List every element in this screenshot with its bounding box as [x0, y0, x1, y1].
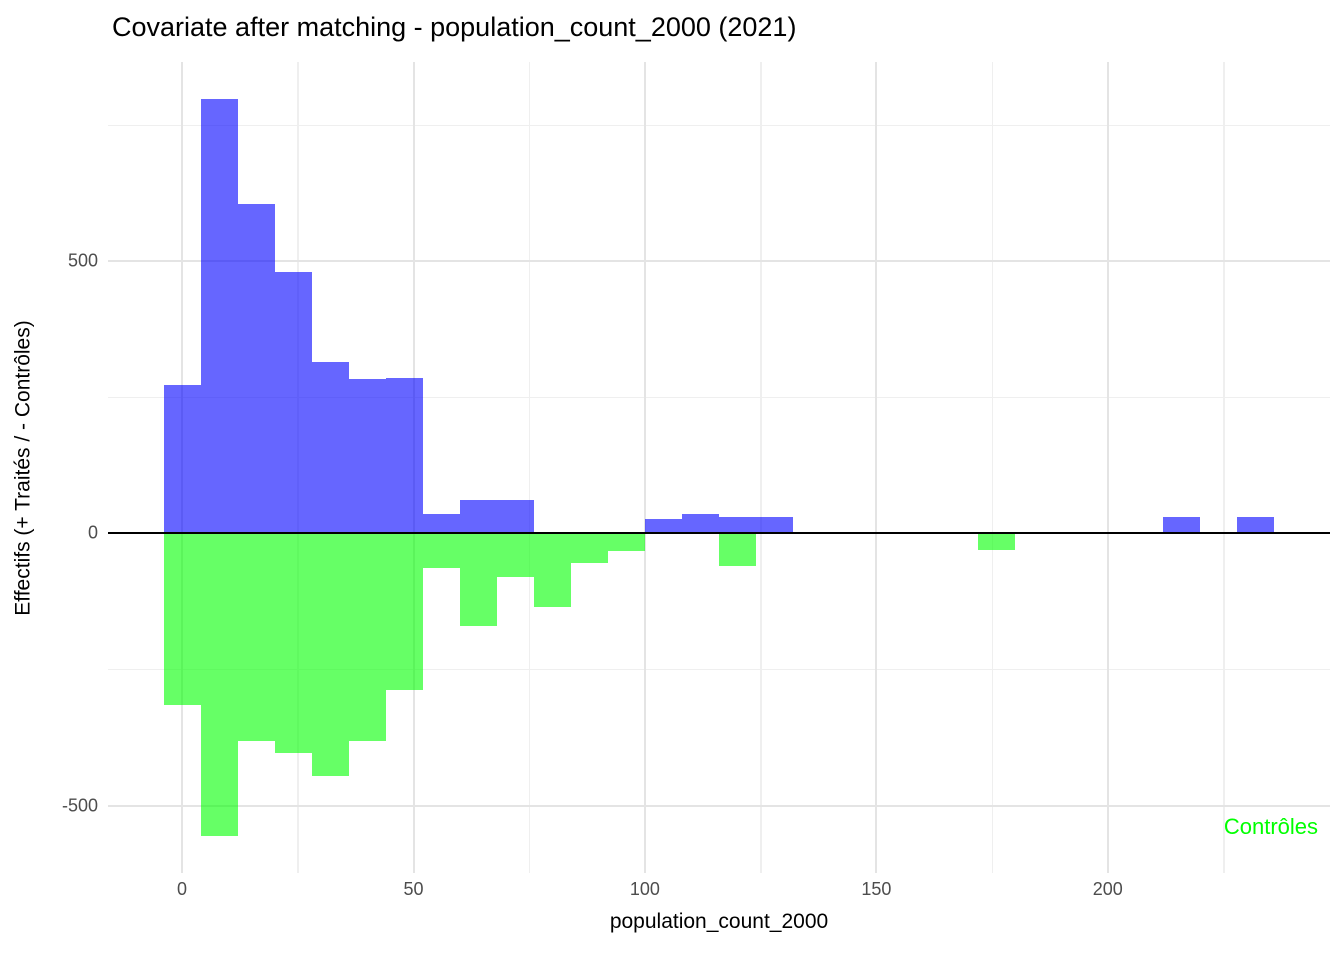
bar-controls [459, 533, 497, 626]
x-axis-label: population_count_2000 [609, 910, 829, 933]
bar-controls [496, 533, 534, 578]
bar-controls [274, 533, 312, 753]
y-tick-label: 500 [67, 250, 98, 271]
bar-treated [681, 514, 719, 534]
bar-controls [978, 533, 1016, 551]
gridline-x-minor [760, 62, 762, 873]
controls-annotation: Contrôles [1223, 814, 1318, 839]
bar-controls [719, 533, 757, 567]
gridline-y-minor [108, 668, 1330, 671]
x-tick-label: 100 [629, 879, 660, 899]
bar-controls [422, 533, 460, 568]
gridline-y-major [108, 804, 1330, 807]
y-axis-label: Effectifs (+ Traités / - Contrôles) [12, 319, 35, 616]
gridline-y-major [108, 260, 1330, 263]
y-tick-label: -500 [61, 795, 98, 815]
bar-treated [348, 379, 386, 534]
x-tick-label: 50 [403, 879, 424, 899]
bar-controls [385, 533, 423, 690]
bar-treated [459, 500, 497, 534]
x-tick-label: 200 [1092, 879, 1123, 899]
bar-treated [1237, 517, 1275, 534]
x-tick-label: 0 [177, 879, 188, 899]
bar-controls [570, 533, 608, 564]
bar-treated [422, 513, 460, 534]
y-axis-label-strip: Effectifs (+ Traités / - Contrôles) [0, 62, 48, 873]
bar-treated [644, 518, 682, 534]
bar-treated [200, 99, 238, 534]
bar-treated [237, 204, 275, 534]
bar-treated [274, 272, 312, 534]
bar-controls [163, 533, 201, 706]
plot-panel: Contrôles [108, 62, 1330, 873]
gridline-x-major [875, 62, 878, 873]
bar-treated [756, 517, 794, 534]
y-tick-label: 0 [87, 522, 98, 543]
gridline-x-major [1106, 62, 1109, 873]
bar-controls [200, 533, 238, 836]
bar-treated [163, 385, 201, 534]
x-tick-label: 150 [861, 879, 892, 899]
bar-controls [348, 533, 386, 741]
gridline-x-minor [1223, 62, 1225, 873]
bar-treated [1163, 517, 1201, 534]
bar-controls [533, 533, 571, 607]
gridline-y-minor [108, 124, 1330, 127]
bar-treated [496, 500, 534, 534]
gridline-x-major [643, 62, 646, 873]
bar-treated [311, 361, 349, 534]
bar-controls [607, 533, 645, 551]
gridline-x-minor [991, 62, 994, 873]
chart-title: Covariate after matching - population_co… [112, 12, 797, 42]
bar-treated [719, 517, 757, 534]
gridline-y-minor [108, 396, 1330, 399]
zero-axis-line [108, 532, 1330, 535]
gridline-x-minor [528, 62, 531, 873]
bar-controls [237, 533, 275, 741]
bar-controls [311, 533, 349, 777]
bar-treated [385, 378, 423, 534]
